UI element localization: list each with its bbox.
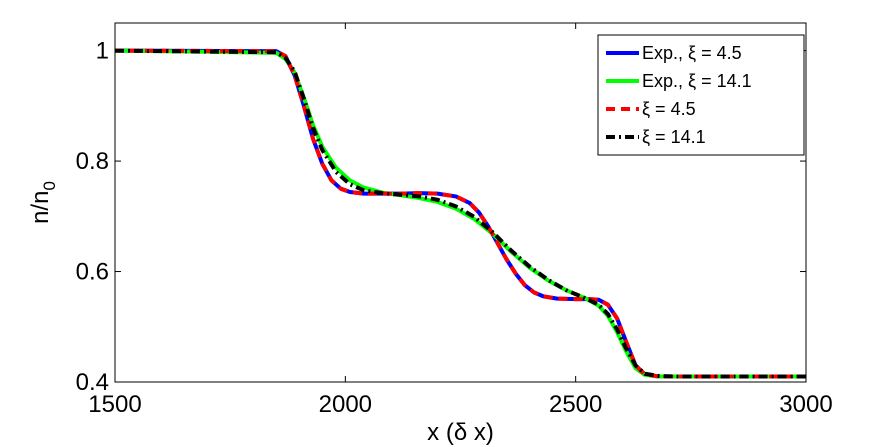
- legend: Exp., ξ = 4.5 Exp., ξ = 14.1 ξ = 4.5 ξ = 14…: [597, 34, 805, 156]
- y-axis-label-main: n/n: [27, 191, 54, 224]
- legend-label-2: Exp., ξ = 14.1: [642, 71, 752, 91]
- y-tick-label: 0.8: [76, 148, 109, 175]
- series-line-4: [114, 48, 806, 379]
- x-axis-label: x (δ x): [427, 419, 494, 446]
- x-tick-label: 2500: [549, 391, 602, 418]
- series-line-2: [114, 48, 806, 379]
- y-tick-label: 0.6: [76, 259, 109, 286]
- plot-lines: [114, 48, 806, 379]
- series-line-3: [114, 48, 806, 379]
- axis-ticks: 1500 2000 2500 3000 0.4 0.6 0.8 1: [76, 23, 833, 418]
- x-tick-label: 2000: [319, 391, 372, 418]
- y-axis-label: n/n0: [27, 181, 59, 224]
- plot-frame: [114, 22, 807, 383]
- legend-label-3: ξ = 4.5: [642, 99, 696, 119]
- x-tick-label: 1500: [88, 391, 141, 418]
- legend-label-4: ξ = 14.1: [642, 127, 706, 147]
- y-axis-label-subscript: 0: [40, 181, 59, 190]
- y-tick-label: 0.4: [76, 369, 109, 396]
- legend-label-1: Exp., ξ = 4.5: [642, 43, 742, 63]
- y-tick-label: 1: [96, 38, 109, 65]
- x-tick-label: 3000: [779, 391, 832, 418]
